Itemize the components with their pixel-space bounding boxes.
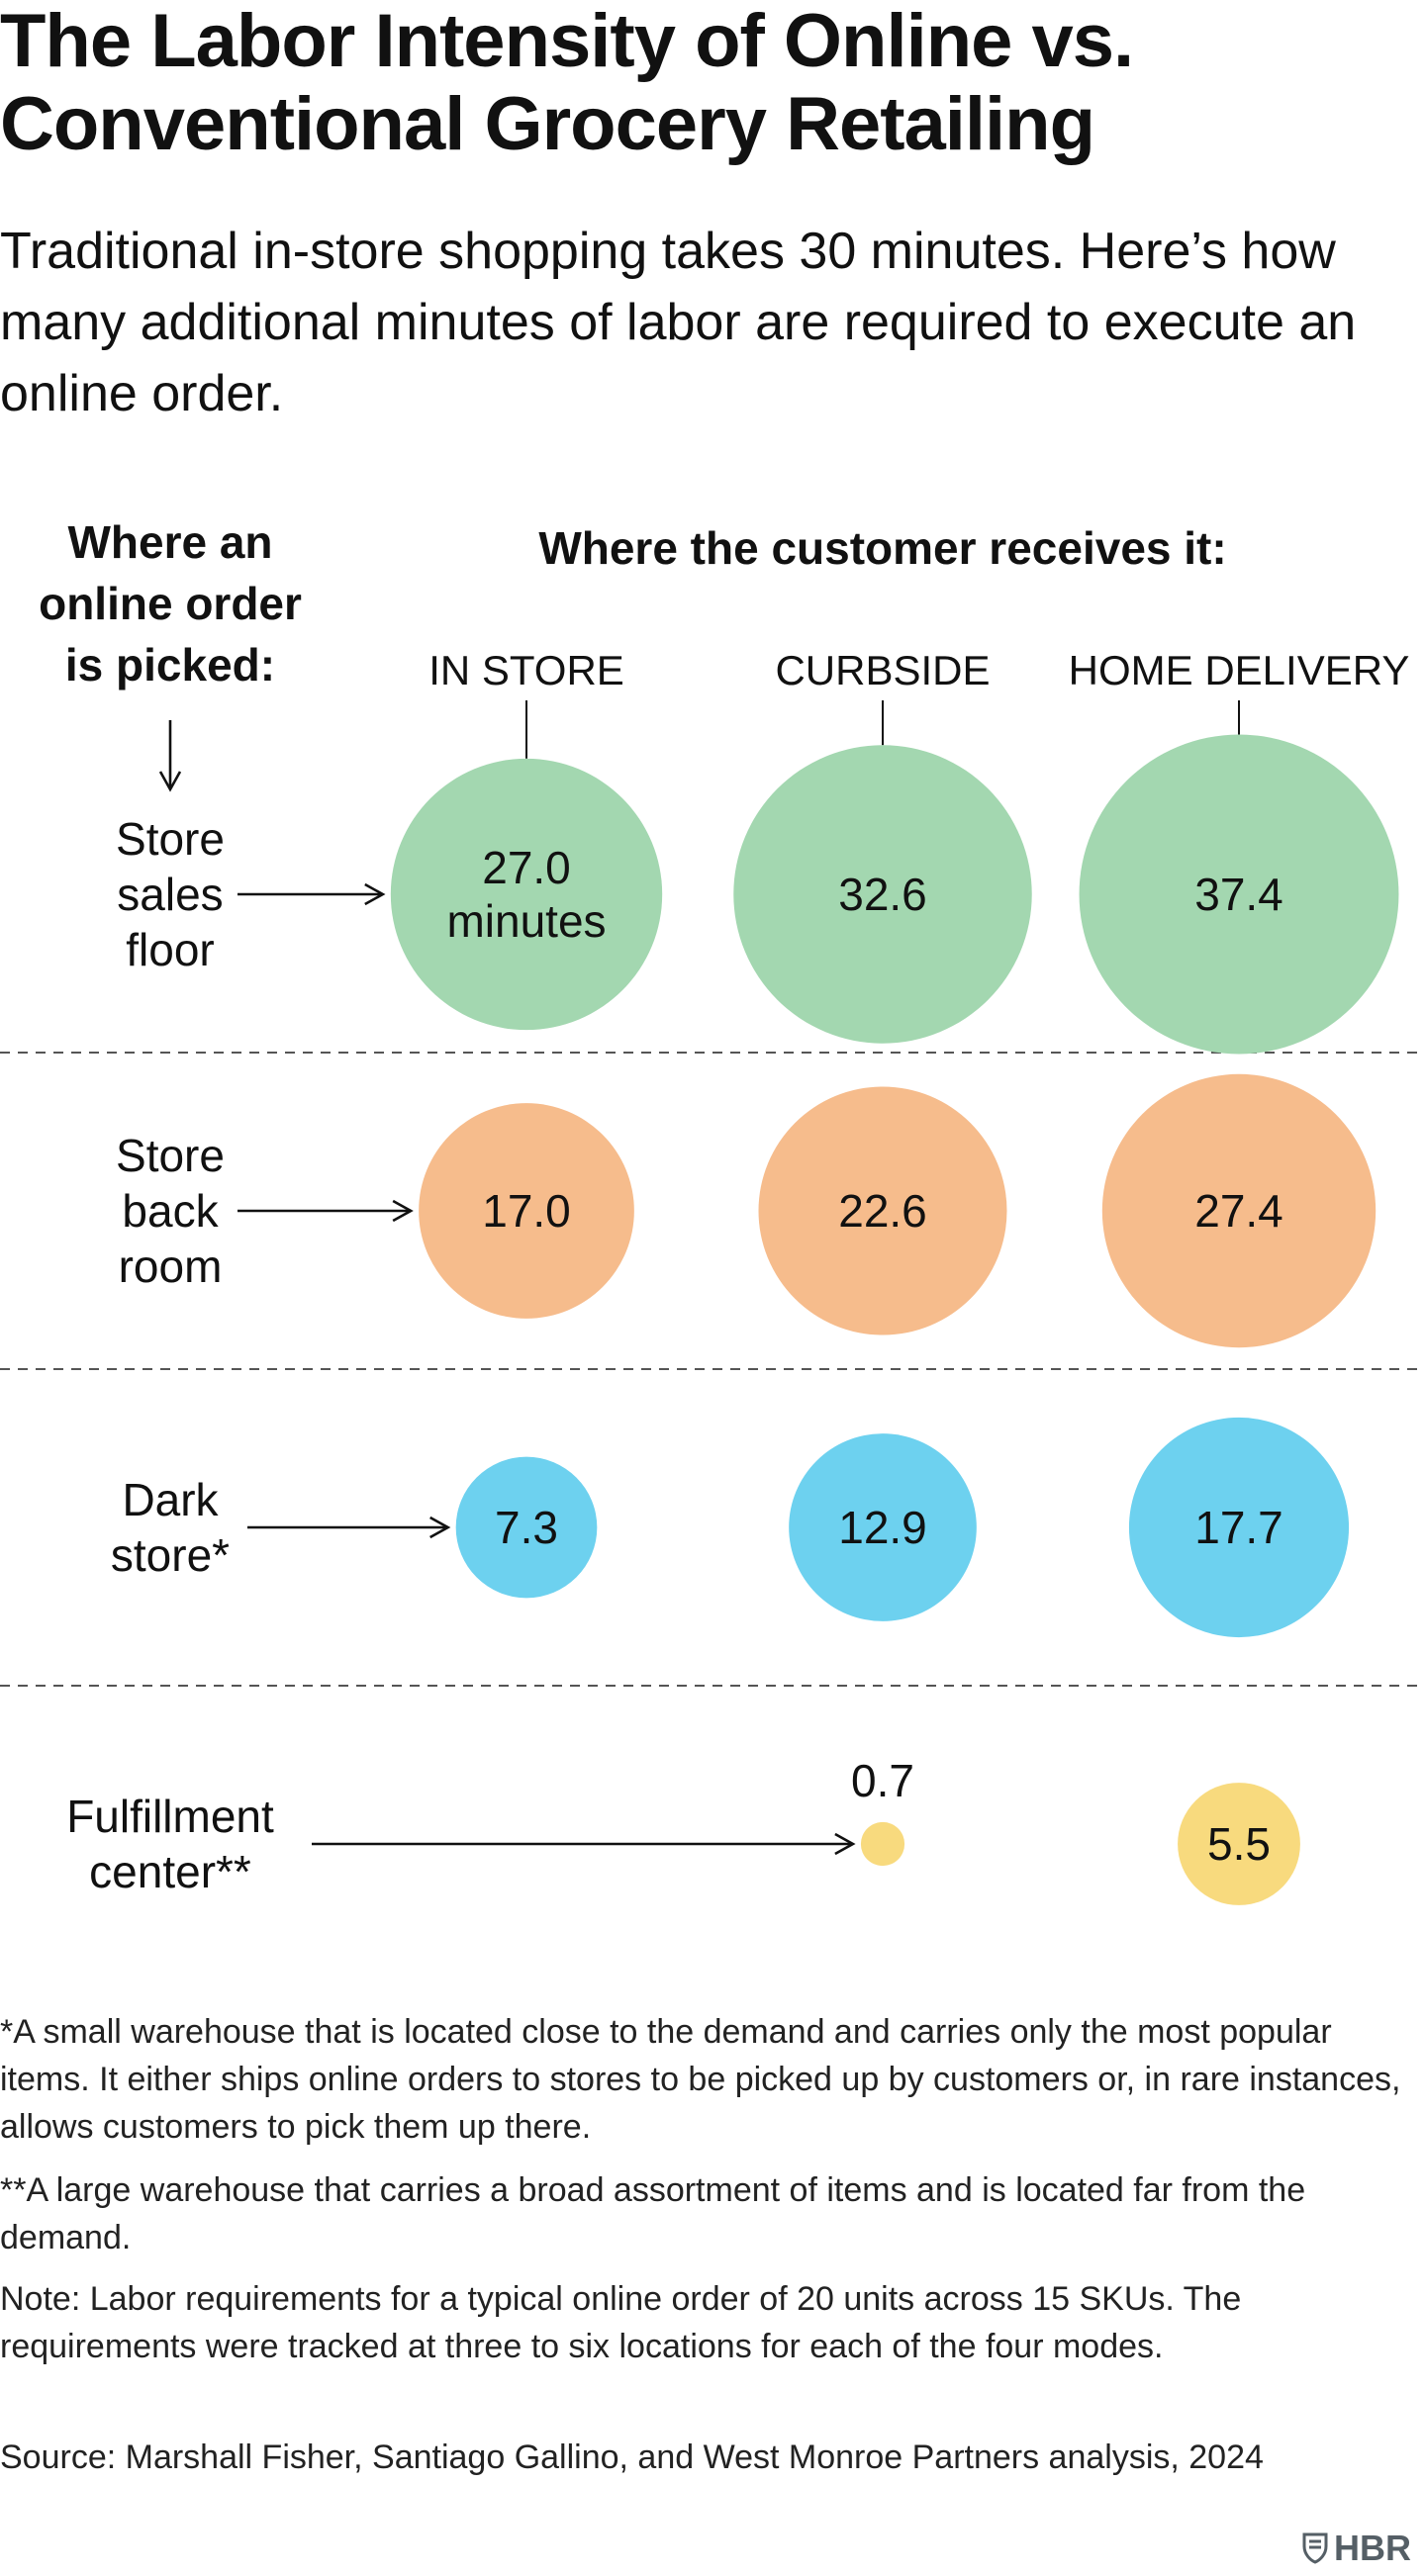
value-label-dark-store-curbside: 12.9 (838, 1502, 927, 1553)
row-label-store-back-room-line: Store (116, 1130, 225, 1181)
bubble-store-back-room-home-delivery (1101, 1073, 1377, 1348)
value-label-store-back-room-in-store: 17.0 (482, 1185, 571, 1237)
row-label-store-sales-floor: Store sales floor (116, 813, 225, 975)
bubble-dark-store-in-store (455, 1456, 598, 1599)
row-label-store-sales-floor-line: floor (126, 924, 214, 975)
value-label-store-sales-floor-in-store-line: minutes (446, 895, 606, 947)
bubble-store-back-room-in-store (419, 1103, 634, 1319)
row-axis-label: Where an online order is picked: (39, 516, 302, 690)
bubble-store-back-room-curbside (758, 1086, 1007, 1335)
chart-source: Source: Marshall Fisher, Santiago Gallin… (0, 2438, 1264, 2476)
column-axis-label: Where the customer receives it: (538, 522, 1226, 574)
value-label-fulfillment-center-curbside-line: 0.7 (851, 1755, 914, 1806)
value-label-fulfillment-center-home-delivery-line: 5.5 (1207, 1818, 1271, 1870)
value-label-store-sales-floor-curbside-line: 32.6 (838, 869, 927, 920)
bubble-dark-store-home-delivery (1128, 1417, 1350, 1638)
value-label-store-sales-floor-home-delivery: 37.4 (1194, 869, 1283, 920)
row-label-fulfillment-center: Fulfillment center** (66, 1791, 274, 1897)
row-label-dark-store-line: store* (111, 1529, 230, 1581)
hbr-shield-icon (1302, 2532, 1328, 2564)
value-label-dark-store-in-store: 7.3 (495, 1502, 558, 1553)
row-axis-label-line: online order (39, 578, 302, 629)
row-label-store-sales-floor-line: sales (117, 869, 223, 920)
hbr-logo: HBR (1302, 2528, 1411, 2568)
row-label-store-back-room: Store back room (116, 1130, 225, 1292)
value-label-store-sales-floor-in-store: 27.0 minutes (446, 842, 606, 947)
row-label-dark-store-line: Dark (122, 1474, 219, 1525)
column-header-in-store: IN STORE (428, 647, 624, 693)
footnote-fulfillment-center: **A large warehouse that carries a broad… (0, 2171, 1306, 2256)
bubble-store-sales-floor-in-store (390, 758, 663, 1031)
row-axis-label-line: is picked: (65, 639, 275, 690)
column-header-home-delivery: HOME DELIVERY (1069, 647, 1410, 693)
footnote-dark-store: *A small warehouse that is located close… (0, 2013, 1401, 2146)
value-label-fulfillment-center-curbside: 0.7 (851, 1755, 914, 1806)
bubble-dark-store-curbside (789, 1433, 977, 1621)
value-label-store-back-room-home-delivery-line: 27.4 (1194, 1185, 1283, 1237)
value-label-store-back-room-home-delivery: 27.4 (1194, 1185, 1283, 1237)
value-label-store-back-room-curbside-line: 22.6 (838, 1185, 927, 1237)
value-label-store-sales-floor-home-delivery-line: 37.4 (1194, 869, 1283, 920)
row-label-store-back-room-line: back (122, 1185, 219, 1237)
column-header-curbside: CURBSIDE (775, 647, 990, 693)
bubble-matrix-chart: Where an online order is picked: Where the … (0, 516, 1417, 1905)
row-axis-label-line: Where an (67, 516, 272, 568)
value-label-store-sales-floor-curbside: 32.6 (838, 869, 927, 920)
row-label-fulfillment-center-line: center** (89, 1846, 251, 1897)
chart-note: Note: Labor requirements for a typical o… (0, 2280, 1242, 2365)
value-label-fulfillment-center-home-delivery: 5.5 (1207, 1818, 1271, 1870)
bubble-fulfillment-center-home-delivery (1178, 1783, 1300, 1905)
row-label-store-sales-floor-line: Store (116, 813, 225, 865)
chart-subtitle: Traditional in-store shopping takes 30 m… (0, 223, 1357, 422)
bubble-store-sales-floor-home-delivery (1079, 734, 1399, 1055)
bubble-store-sales-floor-curbside (733, 745, 1032, 1044)
value-label-dark-store-in-store-line: 7.3 (495, 1502, 558, 1553)
value-label-store-back-room-curbside: 22.6 (838, 1185, 927, 1237)
value-label-dark-store-curbside-line: 12.9 (838, 1502, 927, 1553)
bubble-fulfillment-center-curbside (860, 1821, 905, 1867)
value-label-store-back-room-in-store-line: 17.0 (482, 1185, 571, 1237)
row-label-fulfillment-center-line: Fulfillment (66, 1791, 274, 1842)
value-label-store-sales-floor-in-store-line: 27.0 (482, 842, 571, 893)
row-label-store-back-room-line: room (119, 1241, 223, 1292)
row-label-dark-store: Dark store* (111, 1474, 230, 1581)
hbr-logo-text: HBR (1334, 2528, 1411, 2568)
value-label-dark-store-home-delivery: 17.7 (1194, 1502, 1283, 1553)
chart-title: The Labor Intensity of Online vs. Conven… (0, 0, 1134, 166)
value-label-dark-store-home-delivery-line: 17.7 (1194, 1502, 1283, 1553)
